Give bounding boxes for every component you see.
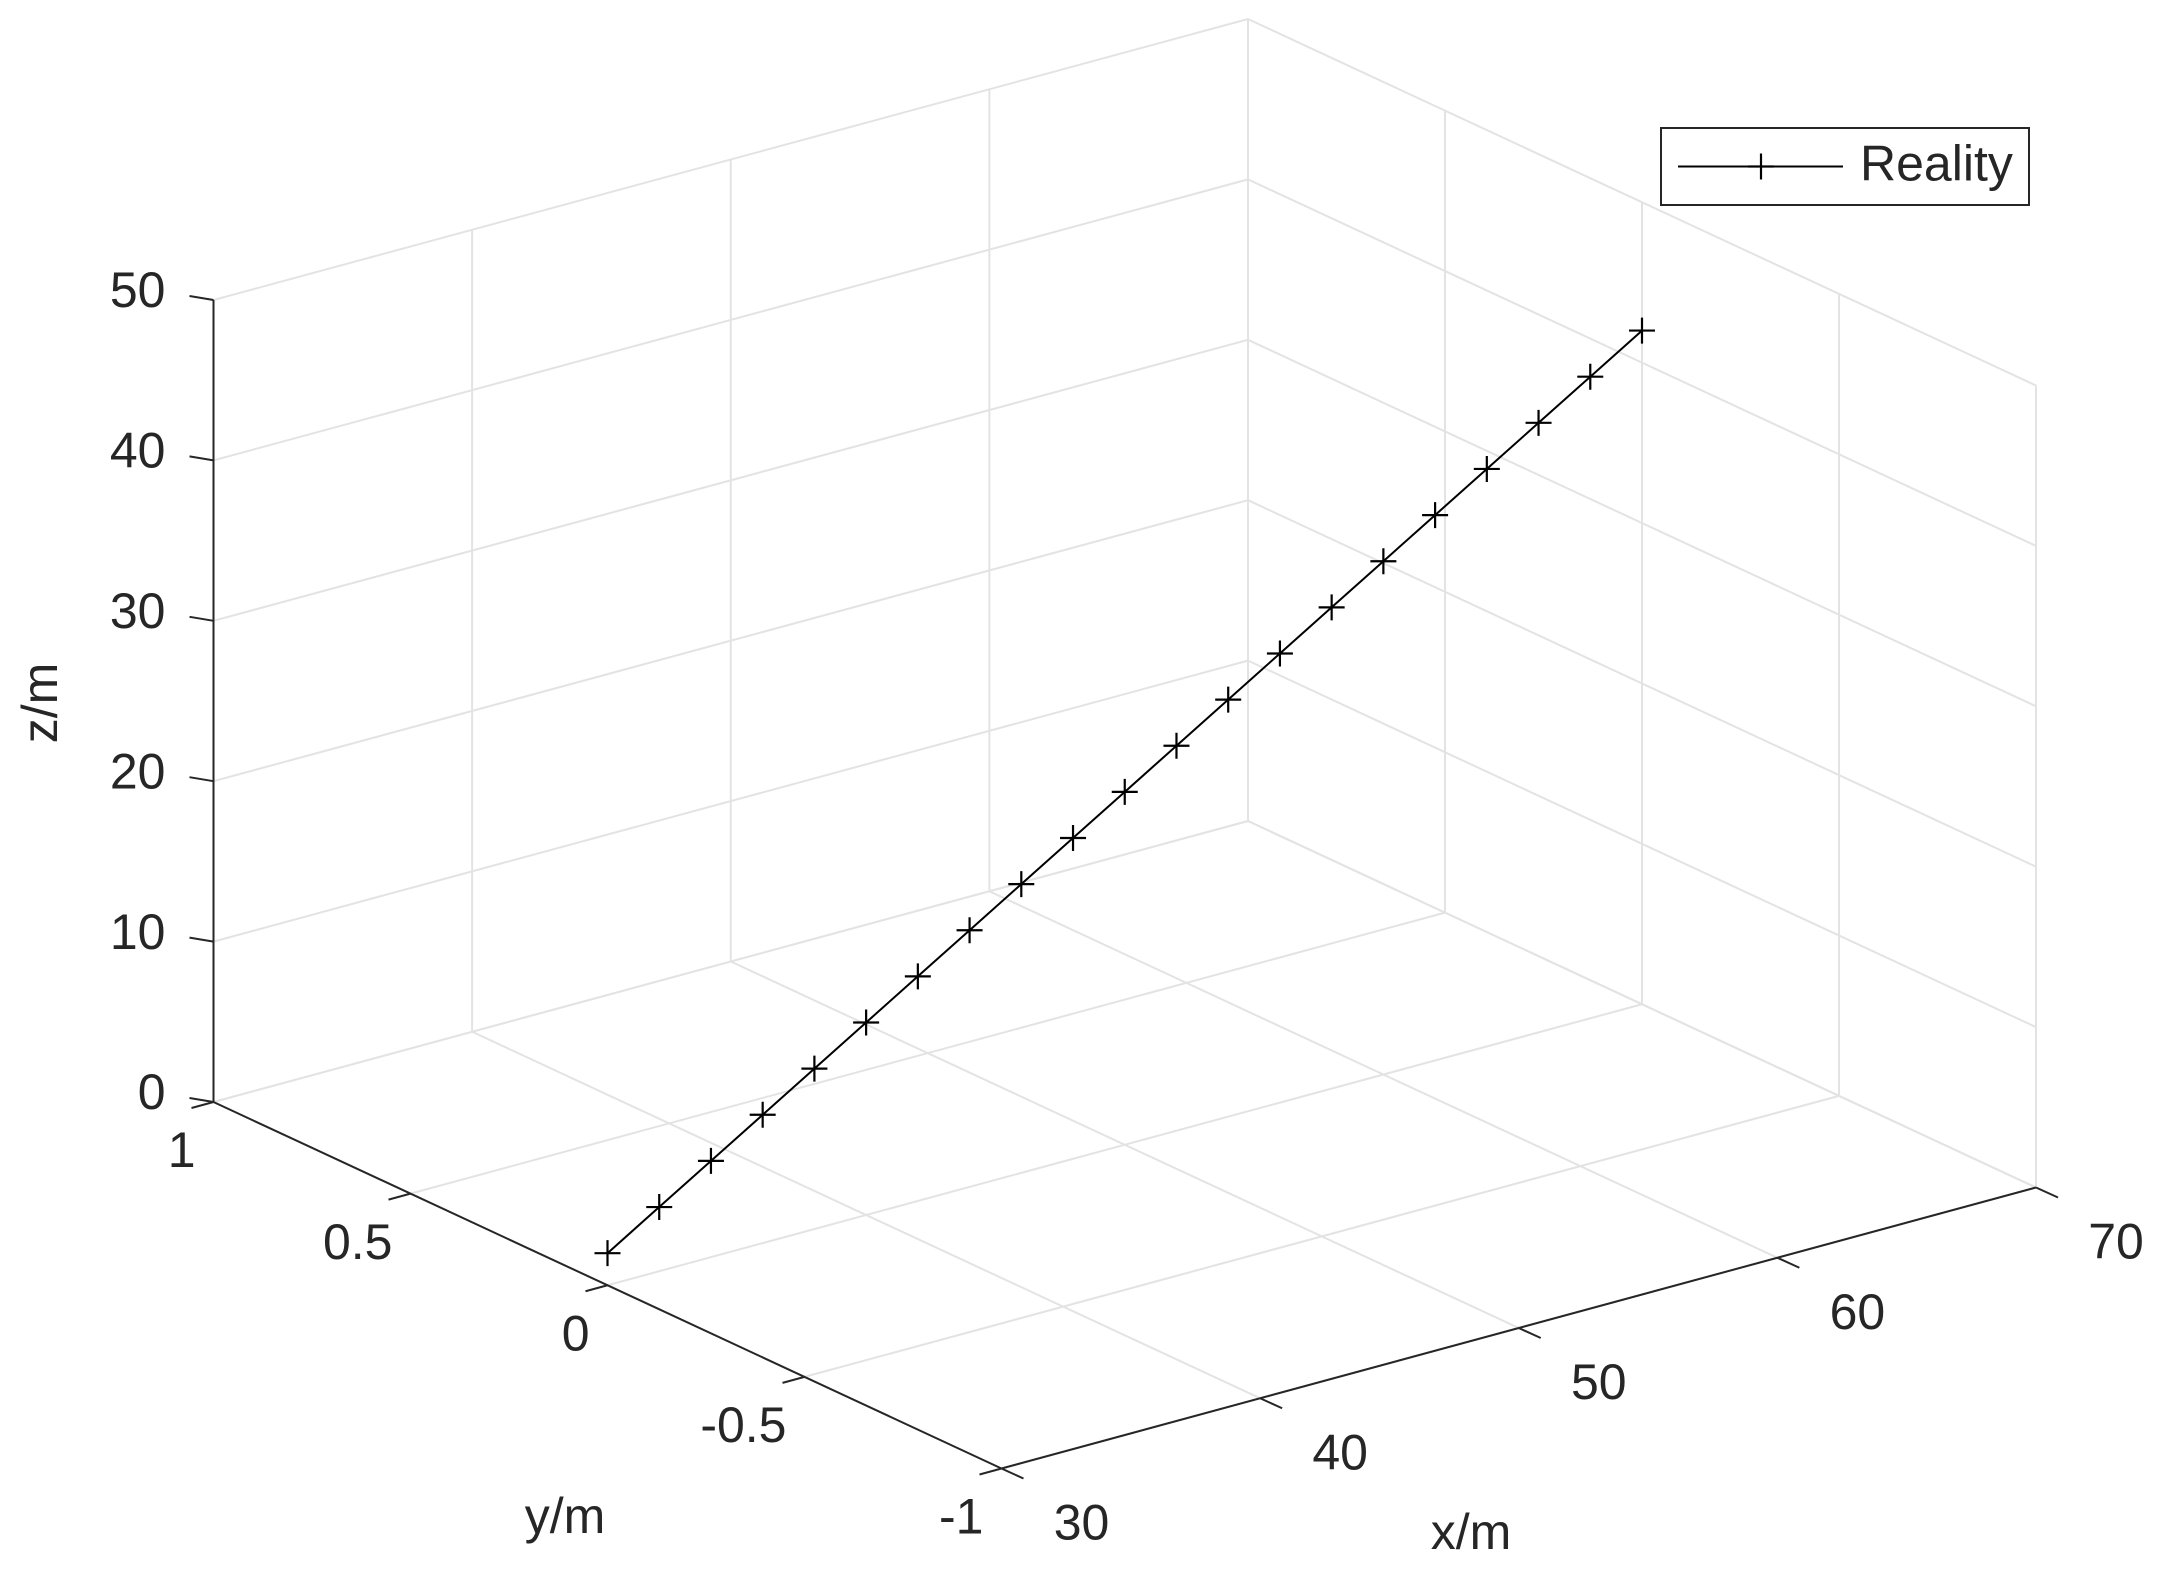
grid-line	[410, 911, 1446, 1195]
x-tick	[1001, 1467, 1024, 1480]
y-tick-label: -0.5	[700, 1397, 786, 1453]
marker	[1473, 455, 1500, 482]
grid-line	[213, 499, 1249, 783]
x-tick-label: 50	[1571, 1354, 1627, 1410]
y-tick	[585, 1284, 608, 1293]
grid-line	[607, 1003, 1643, 1287]
z-tick	[189, 615, 214, 622]
z-tick-label: 0	[138, 1064, 166, 1120]
y-tick	[191, 1101, 214, 1109]
x-axis-label: x/m	[1431, 1504, 1512, 1560]
y-tick	[979, 1467, 1002, 1476]
z-tick	[189, 776, 214, 783]
marker	[1577, 363, 1604, 390]
grid-line	[1247, 178, 2037, 547]
marker	[1422, 502, 1449, 529]
marker	[1318, 594, 1345, 621]
marker	[1008, 871, 1035, 898]
z-axis-label: z/m	[12, 663, 68, 744]
z-tick	[189, 936, 214, 943]
x-tick	[1518, 1327, 1542, 1339]
x-tick-label: 60	[1830, 1284, 1886, 1340]
marker	[1060, 825, 1087, 851]
marker	[697, 1147, 724, 1174]
grid-line	[1247, 820, 2037, 1189]
grid-line	[1247, 18, 2037, 387]
marker	[1215, 686, 1242, 713]
grid-line	[213, 18, 1249, 301]
y-tick-label: -1	[939, 1489, 983, 1545]
marker	[1111, 778, 1138, 805]
marker	[1525, 409, 1552, 436]
marker	[1370, 548, 1397, 575]
y-tick	[782, 1375, 805, 1384]
marker	[801, 1055, 828, 1082]
marker	[749, 1101, 776, 1128]
y-tick-label: 0.5	[323, 1214, 393, 1270]
marker	[1748, 153, 1774, 180]
grid-line	[804, 1094, 1840, 1378]
z-tick-label: 30	[110, 583, 166, 639]
grid-line	[1247, 659, 2037, 1029]
z-tick-label: 50	[110, 262, 166, 318]
plot-area	[594, 317, 1655, 1267]
grid-line	[213, 178, 1249, 462]
x-tick-label: 70	[2088, 1214, 2144, 1270]
z-tick-label: 10	[110, 904, 166, 960]
z-tick	[189, 1097, 214, 1103]
legend: Reality	[1660, 127, 2030, 206]
z-tick	[189, 455, 214, 462]
z-tick-label: 40	[110, 423, 166, 479]
marker	[956, 917, 983, 944]
x-tick	[1776, 1256, 1800, 1269]
legend-label: Reality	[1860, 136, 2013, 192]
grid-line	[1247, 338, 2037, 708]
x-tick-label: 30	[1054, 1495, 1110, 1551]
marker	[1163, 732, 1190, 759]
x-tick	[1259, 1397, 1283, 1410]
z-tick	[189, 295, 214, 301]
y-axis-label: y/m	[525, 1488, 606, 1544]
x-tick	[2035, 1186, 2059, 1199]
marker	[594, 1240, 621, 1267]
z-tick-label: 20	[110, 743, 166, 799]
marker	[646, 1194, 673, 1221]
marker	[853, 1009, 880, 1036]
marker	[1266, 640, 1293, 667]
y-tick	[388, 1192, 411, 1201]
grid-line	[213, 338, 1249, 622]
grid	[212, 18, 2037, 1470]
marker	[1629, 317, 1655, 344]
marker	[904, 963, 931, 990]
y-tick-label: 1	[168, 1122, 196, 1178]
grid-line	[213, 820, 1249, 1103]
x-tick-label: 40	[1312, 1424, 1368, 1480]
y-tick-label: 0	[562, 1305, 590, 1361]
grid-line	[213, 659, 1249, 943]
